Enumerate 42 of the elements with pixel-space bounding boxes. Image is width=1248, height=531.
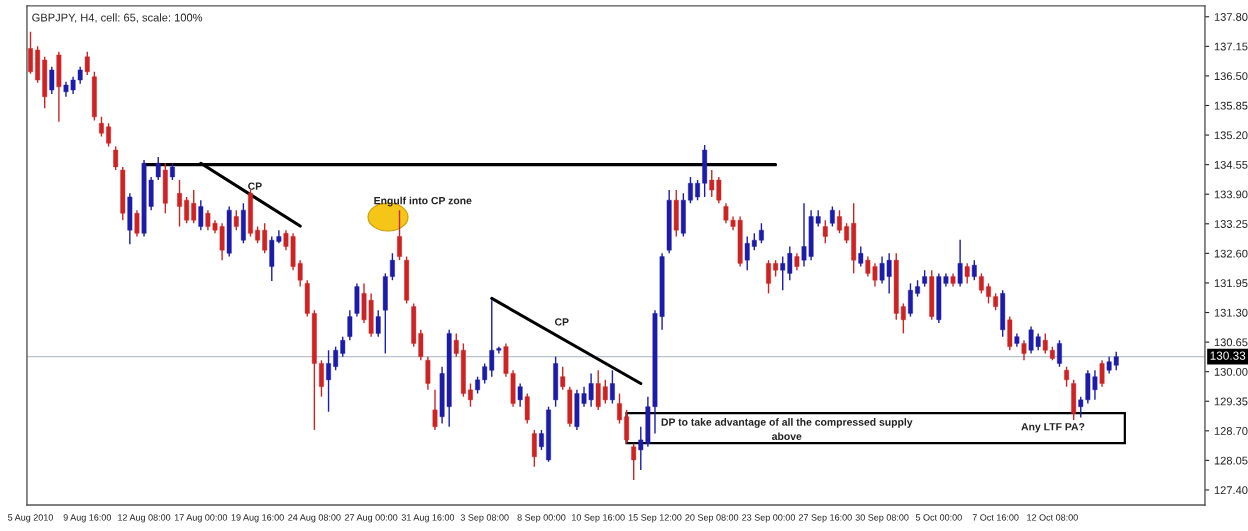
x-tick-label: 19 Aug 16:00	[231, 514, 284, 523]
x-tick-label: 3 Sep 08:00	[460, 514, 509, 523]
x-tick-label: 27 Aug 00:00	[344, 514, 398, 523]
x-tick-label: 12 Oct 08:00	[1027, 514, 1078, 521]
y-tick-label: 137.15	[1214, 42, 1248, 51]
x-tick-label: 27 Sep 16:00	[798, 514, 852, 523]
annotation: DP to take advantage of all the compressed supply above	[661, 418, 913, 441]
x-tick-label: 17 Aug 00:00	[174, 514, 228, 523]
y-tick-label: 135.20	[1214, 131, 1248, 140]
ref-line-label: 130.33	[1210, 351, 1246, 360]
text: GBPJPY, H4, cell: 65, scale: 100%	[32, 13, 203, 23]
y-tick-label: 133.90	[1214, 190, 1248, 199]
x-tick-label: 20 Sep 08:00	[685, 514, 739, 523]
y-tick-label: 128.70	[1214, 427, 1248, 435]
y-tick-label: 130.65	[1214, 338, 1248, 347]
y-tick-label: 127.40	[1214, 486, 1248, 495]
x-tick-label: 15 Sep 12:00	[628, 514, 682, 523]
annotation: CP	[248, 182, 262, 190]
y-tick-label: 135.85	[1214, 101, 1248, 110]
y-tick-label: 131.95	[1214, 279, 1248, 288]
x-tick-label: 5 Aug 2010	[8, 514, 53, 523]
annotation: Any LTF PA?	[1021, 423, 1085, 433]
x-tick-label: 12 Aug 08:00	[118, 514, 171, 523]
y-tick-label: 137.80	[1214, 13, 1248, 21]
y-tick-label: 134.55	[1214, 160, 1248, 169]
x-tick-label: 30 Sep 08:00	[855, 514, 909, 523]
y-tick-label: 136.50	[1214, 72, 1248, 81]
y-tick-label: 129.35	[1214, 397, 1248, 406]
x-tick-label: 23 Sep 00:00	[742, 514, 796, 523]
y-tick-label: 130.00	[1214, 367, 1248, 376]
y-tick-label: 133.25	[1214, 220, 1248, 228]
x-tick-label: 31 Aug 16:00	[401, 514, 455, 523]
x-tick-label: 10 Sep 16:00	[572, 514, 625, 523]
x-tick-label: 9 Aug 16:00	[63, 514, 112, 523]
y-tick-label: 132.60	[1214, 249, 1248, 258]
x-tick-label: 8 Sep 00:00	[517, 514, 566, 523]
annotation: CP	[554, 318, 569, 326]
y-tick-label: 128.05	[1214, 456, 1248, 465]
x-tick-label: 5 Oct 00:00	[915, 514, 962, 521]
x-tick-label: 24 Aug 08:00	[288, 514, 341, 523]
y-tick-label: 131.30	[1214, 308, 1248, 317]
x-tick-label: 7 Oct 16:00	[972, 514, 1019, 521]
